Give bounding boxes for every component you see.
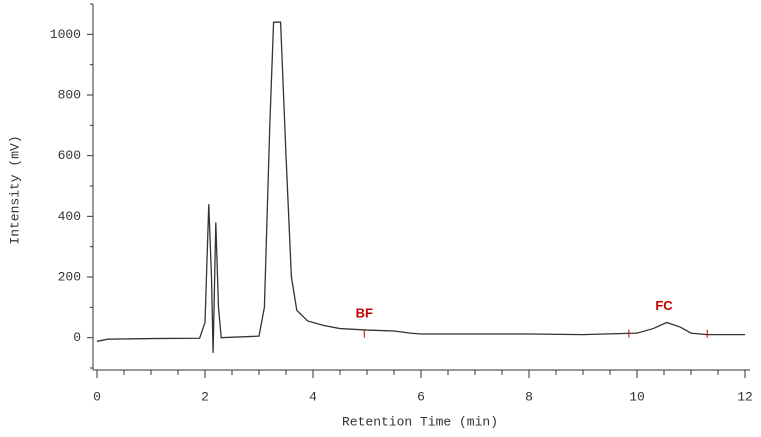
x-tick-label: 6 (417, 389, 425, 404)
y-axis-title: Intensity (mV) (7, 135, 22, 244)
annotation: FC (655, 298, 673, 313)
y-tick-label: 600 (58, 148, 81, 163)
y-tick-label: 400 (58, 209, 81, 224)
x-tick-label: 8 (525, 389, 533, 404)
y-tick-label: 200 (58, 269, 81, 284)
x-tick-label: 0 (93, 389, 101, 404)
x-tick-label: 4 (309, 389, 317, 404)
x-tick-label: 2 (201, 389, 209, 404)
x-tick-label: 10 (629, 389, 645, 404)
x-axis-title: Retention Time (min) (342, 414, 498, 429)
y-tick-label: 0 (73, 330, 81, 345)
x-tick-label: 12 (737, 389, 753, 404)
trace (96, 21, 745, 353)
annotation: BF (356, 306, 373, 321)
y-tick-label: 800 (58, 87, 81, 102)
y-tick-label: 1000 (50, 27, 81, 42)
